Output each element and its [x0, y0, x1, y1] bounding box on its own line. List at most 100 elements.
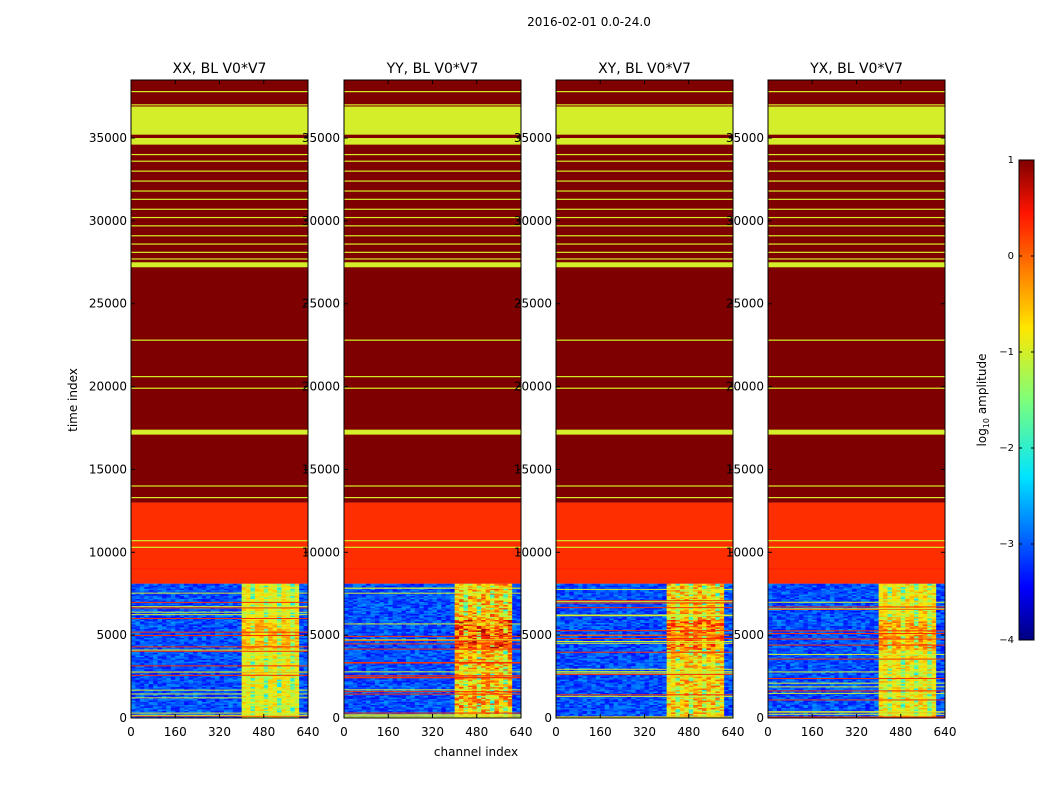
data-cell — [303, 607, 308, 610]
data-cell — [428, 709, 433, 711]
data-cell — [436, 697, 442, 700]
data-cell — [197, 618, 203, 620]
data-cell — [277, 588, 282, 591]
data-cell — [246, 597, 251, 600]
data-cell — [405, 685, 411, 688]
data-cell — [485, 709, 491, 711]
data-cell — [192, 695, 198, 698]
data-cell — [215, 682, 220, 685]
data-cell — [272, 701, 278, 704]
data-cell — [153, 680, 158, 683]
data-cell — [215, 658, 220, 661]
data-cell — [201, 610, 207, 613]
data-cell — [139, 658, 145, 661]
data-cell — [459, 707, 464, 710]
data-cell — [414, 688, 420, 691]
data-cell — [228, 586, 234, 589]
data-cell — [272, 655, 278, 658]
data-cell — [490, 673, 495, 676]
data-cell — [507, 680, 513, 683]
data-cell — [210, 624, 216, 626]
data-cell — [210, 680, 216, 683]
data-cell — [166, 683, 172, 686]
data-cell — [228, 665, 234, 668]
data-cell — [410, 686, 416, 689]
data-cell — [285, 615, 291, 617]
data-cell — [184, 622, 189, 625]
data-cell — [414, 677, 420, 680]
data-cell — [454, 706, 460, 708]
data-cell — [303, 604, 308, 607]
data-cell — [254, 661, 260, 664]
data-cell — [184, 585, 189, 588]
data-cell — [179, 612, 185, 614]
data-cell — [516, 695, 521, 698]
data-cell — [148, 691, 154, 694]
data-cell — [348, 697, 354, 700]
data-cell — [361, 685, 367, 688]
data-cell — [237, 686, 243, 689]
data-cell — [148, 637, 154, 640]
data-cell — [352, 703, 358, 705]
data-cell — [463, 698, 469, 701]
data-cell — [232, 622, 238, 625]
data-cell — [441, 710, 447, 713]
data-cell — [170, 710, 176, 713]
data-flag-line — [131, 646, 308, 648]
data-cell — [250, 664, 256, 667]
data-cell — [139, 627, 145, 629]
data-cell — [454, 707, 460, 710]
data-cell — [268, 661, 273, 664]
data-cell — [432, 695, 438, 698]
data-cell — [197, 710, 203, 713]
data-cell — [272, 698, 278, 701]
data-cell — [263, 682, 269, 685]
data-cell — [281, 622, 287, 625]
data-cell — [379, 703, 385, 705]
flag-line — [131, 170, 308, 172]
data-cell — [135, 706, 141, 708]
data-cell — [228, 643, 234, 646]
data-cell — [215, 698, 220, 701]
data-cell — [485, 670, 491, 673]
data-cell — [277, 694, 282, 697]
data-cell — [432, 683, 438, 686]
data-cell — [277, 591, 282, 594]
data-cell — [268, 609, 273, 612]
data-cell — [423, 671, 429, 674]
data-cell — [228, 701, 234, 704]
data-cell — [157, 637, 163, 640]
data-cell — [259, 643, 265, 646]
data-cell — [250, 713, 256, 716]
data-cell — [441, 701, 447, 704]
data-cell — [206, 616, 212, 619]
data-cell — [237, 682, 243, 685]
data-cell — [131, 682, 136, 685]
data-cell — [263, 627, 269, 629]
data-cell — [348, 688, 354, 691]
data-cell — [263, 650, 269, 653]
data-cell — [294, 643, 300, 646]
data-cell — [285, 618, 291, 620]
data-cell — [450, 698, 456, 701]
data-cell — [223, 598, 229, 601]
data-cell — [192, 643, 198, 646]
data-cell — [166, 592, 172, 595]
data-cell — [246, 647, 251, 650]
data-cell — [246, 637, 251, 640]
data-cell — [241, 673, 247, 676]
data-cell — [436, 685, 442, 688]
data-cell — [277, 683, 282, 686]
data-cell — [494, 685, 500, 688]
data-cell — [419, 679, 425, 682]
data-cell — [148, 694, 154, 697]
data-cell — [201, 624, 207, 626]
data-cell — [223, 589, 229, 592]
data-cell — [419, 689, 425, 692]
data-cell — [445, 710, 451, 713]
data-cell — [232, 630, 238, 632]
data-cell — [432, 689, 438, 692]
data-cell — [254, 589, 260, 592]
data-cell — [498, 680, 504, 683]
data-cell — [161, 607, 167, 610]
